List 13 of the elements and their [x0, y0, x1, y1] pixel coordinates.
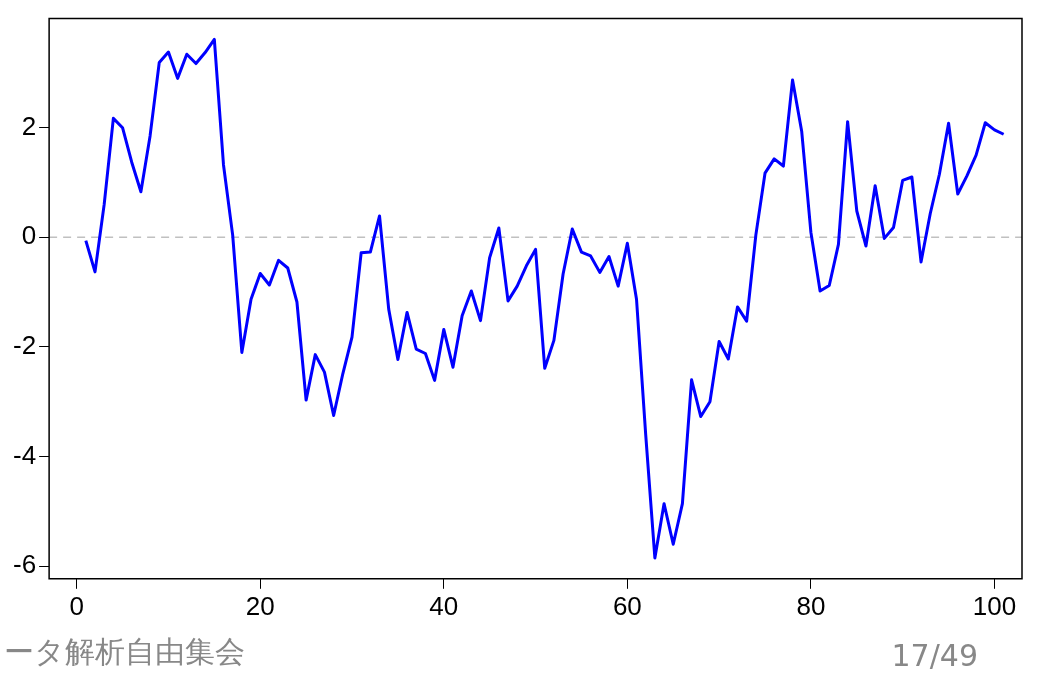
- x-tick-label: 80: [796, 590, 826, 621]
- text: 17/49: [891, 638, 978, 673]
- y-tick-label: -6: [12, 549, 37, 580]
- x-tick-label: 100: [972, 590, 1017, 621]
- x-tick-label: 0: [69, 590, 84, 621]
- y-tick-label: 2: [21, 110, 37, 141]
- y-tick-label: 0: [21, 220, 37, 251]
- x-tick-label: 60: [612, 590, 642, 621]
- text: ータ解析自由集会: [4, 633, 245, 671]
- y-tick-label: -2: [12, 330, 37, 361]
- y-tick-label: -4: [12, 439, 37, 470]
- x-tick-label: 20: [245, 590, 275, 621]
- x-tick-label: 40: [429, 590, 459, 621]
